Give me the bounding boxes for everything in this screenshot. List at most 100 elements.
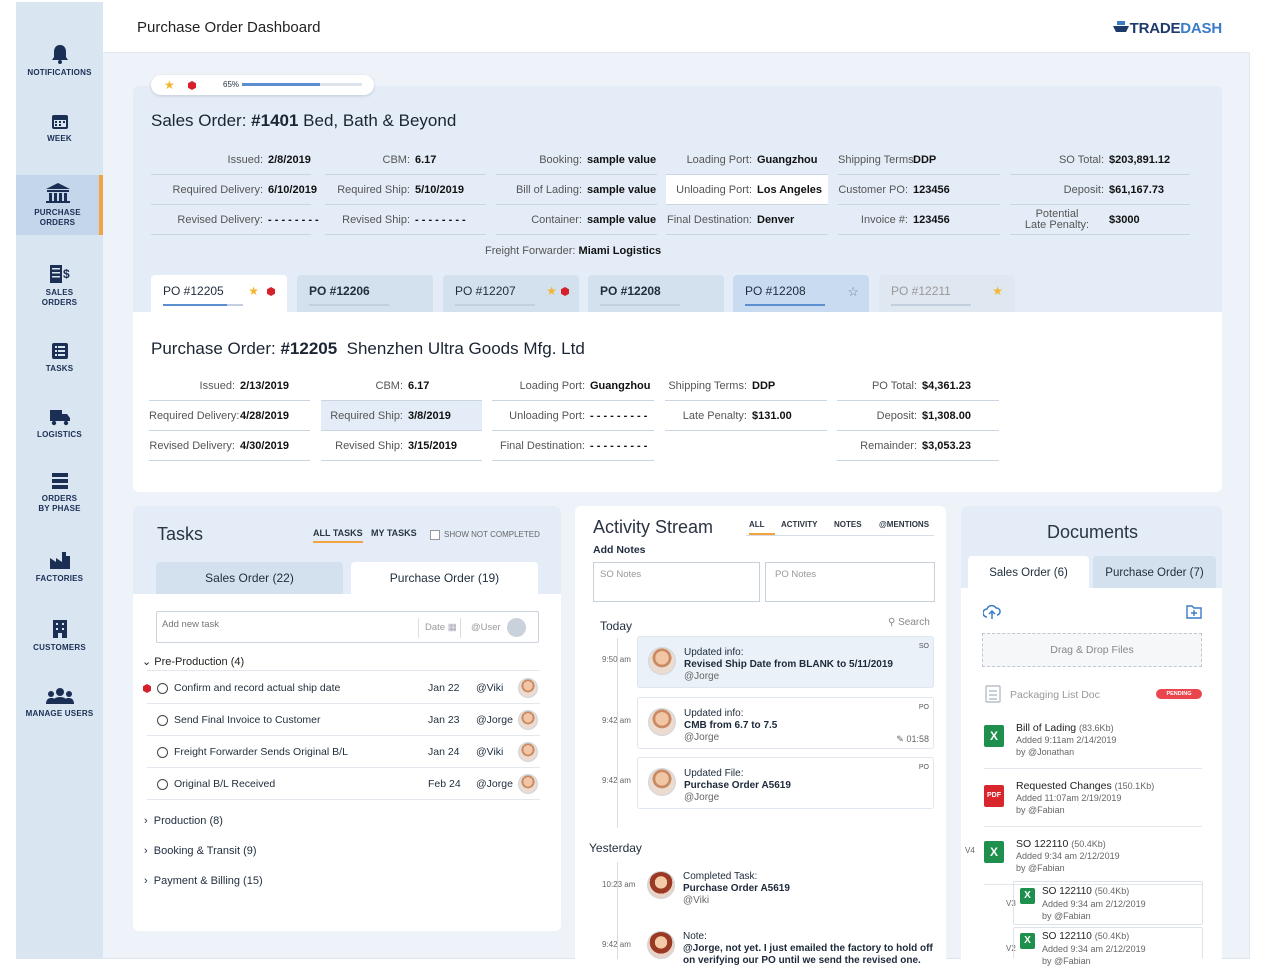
po-detail-panel (133, 312, 1222, 492)
packing-list-doc[interactable]: Packaging List Doc (1010, 689, 1100, 701)
filter-all-tasks[interactable]: ALL TASKS (313, 528, 363, 543)
yesterday-heading: Yesterday (589, 841, 642, 855)
nav-purchase-orders[interactable]: PURCHASE ORDERS (16, 175, 103, 235)
nav-manage-users[interactable]: MANAGE USERS (16, 687, 103, 719)
star-outline-icon[interactable]: ☆ (847, 284, 859, 299)
po-tab[interactable]: PO #12208 ☆ (733, 275, 869, 312)
po-field: Loading Port: Guangzhou (492, 371, 654, 401)
progress-bar (242, 83, 362, 86)
task-checkbox[interactable] (157, 747, 168, 758)
avatar (648, 647, 676, 675)
task-checkbox[interactable] (157, 779, 168, 790)
nav-week[interactable]: WEEK (16, 112, 103, 144)
activity-search[interactable]: ⚲ Search (888, 617, 930, 628)
task-group[interactable]: › Payment & Billing (15) (144, 875, 263, 887)
tab-purchase-order[interactable]: Purchase Order (19) (351, 562, 538, 594)
document-item[interactable]: Requested Changes (150.1Kb) Added 11:07a… (1016, 780, 1155, 815)
activity-tab[interactable]: ALL (749, 520, 775, 535)
po-tab[interactable]: PO #12208 (588, 275, 724, 312)
task-date: Jan 23 (428, 714, 460, 726)
star-icon[interactable]: ★ (164, 78, 175, 92)
star-icon[interactable]: ★ (248, 284, 259, 298)
document-item[interactable]: SO 122110 (50.4Kb) Added 9:34 am 2/12/20… (1042, 886, 1146, 921)
date-picker[interactable]: Date ▦ (418, 618, 457, 638)
filter-my-tasks[interactable]: MY TASKS (371, 528, 417, 538)
po-tab[interactable]: PO #12211 ★ (879, 275, 1015, 312)
flag-icon (143, 684, 151, 693)
document-item[interactable]: Bill of Lading (83.6Kb) Added 9:11am 2/1… (1016, 722, 1117, 757)
nav-label: SALES ORDERS (41, 288, 78, 307)
nav-label: TASKS (45, 364, 74, 373)
activity-card: SO Updated info: Revised Ship Date from B… (637, 636, 934, 688)
nav-logistics[interactable]: LOGISTICS (16, 408, 103, 440)
tab-sales-order[interactable]: Sales Order (22) (156, 562, 343, 594)
so-field: Required Ship: 5/10/2019 (325, 175, 486, 205)
ship-icon (1112, 21, 1129, 32)
activity-tag: PO (918, 764, 929, 771)
progress-label: 65% (223, 80, 240, 89)
po-tab[interactable]: PO #12207 ★ (443, 275, 579, 312)
timeline-line (617, 862, 618, 959)
po-field: Required Delivery:4/28/2019 (149, 401, 310, 431)
edit-timestamp[interactable]: ✎ 01:58 (896, 734, 929, 744)
task-checkbox[interactable] (157, 715, 168, 726)
show-not-completed-checkbox[interactable] (430, 530, 440, 540)
excel-icon: X (984, 841, 1004, 863)
flag-icon[interactable] (267, 287, 275, 296)
doc-tab-purchase-order[interactable]: Purchase Order (7) (1093, 556, 1216, 588)
star-icon[interactable]: ★ (992, 284, 1003, 298)
calendar-icon: ▦ (447, 622, 457, 633)
task-row[interactable]: Original B/L Received Feb 24 @Jorge (147, 769, 540, 800)
add-task-row: Date ▦ @User (156, 611, 539, 643)
nav-orders-by-phase[interactable]: ORDERS BY PHASE (16, 472, 103, 514)
activity-tab[interactable]: @MENTIONS (879, 520, 930, 529)
doc-tab-sales-order[interactable]: Sales Order (6) (968, 556, 1089, 588)
group-pre-production[interactable]: ⌄ Pre-Production (4) (142, 656, 245, 668)
so-field: Required Delivery: 6/10/2019 (151, 175, 317, 205)
so-field: Issued: 2/8/2019 (151, 145, 311, 175)
drop-zone[interactable]: Drag & Drop Files (982, 633, 1202, 667)
task-checkbox[interactable] (157, 683, 168, 694)
status-pill: ★ 65% (151, 75, 374, 95)
task-group[interactable]: › Booking & Transit (9) (144, 845, 257, 857)
nav-notifications[interactable]: NOTIFICATIONS (16, 44, 103, 78)
po-notes-input[interactable]: PO Notes (765, 562, 935, 602)
po-field: Final Destination: - - - - - - - - - (492, 431, 654, 461)
nav-sales-orders[interactable]: $ SALES ORDERS (16, 264, 103, 308)
document-item[interactable]: SO 122110 (50.4Kb) Added 9:34 am 2/12/20… (1016, 838, 1120, 873)
cloud-upload-icon[interactable] (983, 604, 1001, 620)
so-notes-input[interactable]: SO Notes (593, 562, 760, 602)
task-group[interactable]: › Production (8) (144, 815, 223, 827)
activity-tab[interactable]: NOTES (834, 520, 862, 529)
nav-tasks[interactable]: TASKS (16, 342, 103, 374)
tasks-title: Tasks (157, 524, 204, 544)
task-row[interactable]: Confirm and record actual ship date Jan … (143, 673, 540, 704)
po-tab[interactable]: PO #12205 ★ (151, 275, 287, 312)
factory-icon (49, 552, 70, 569)
invoice-icon: $ (49, 265, 69, 283)
chevron-right-icon: › (144, 875, 148, 887)
flag-icon[interactable] (561, 287, 569, 296)
star-icon[interactable]: ★ (546, 284, 557, 298)
new-folder-icon[interactable] (1186, 604, 1202, 619)
nav-label: NOTIFICATIONS (27, 68, 92, 77)
nav-factories[interactable]: FACTORIES (16, 550, 103, 584)
nav-customers[interactable]: CUSTOMERS (16, 619, 103, 653)
avatar (648, 708, 676, 736)
add-task-input[interactable] (162, 619, 412, 630)
task-name: Send Final Invoice to Customer (174, 714, 321, 726)
task-row[interactable]: Freight Forwarder Sends Original B/L Jan… (147, 737, 540, 768)
flag-icon[interactable] (188, 81, 196, 90)
activity-tab[interactable]: ACTIVITY (781, 520, 818, 529)
po-tab[interactable]: PO #12206 (297, 275, 433, 312)
chevron-right-icon: › (144, 815, 148, 827)
add-notes-label: Add Notes (593, 544, 646, 556)
excel-icon: X (1020, 888, 1035, 904)
nav-label: FACTORIES (35, 574, 84, 583)
user-picker[interactable]: @User (460, 618, 501, 638)
task-row[interactable]: Send Final Invoice to Customer Jan 23 @J… (147, 705, 540, 736)
header: Purchase Order Dashboard TRADEDASH (103, 2, 1250, 53)
excel-icon: X (984, 725, 1004, 747)
activity-time: 9:42 am (602, 776, 631, 785)
po-field (665, 431, 827, 461)
